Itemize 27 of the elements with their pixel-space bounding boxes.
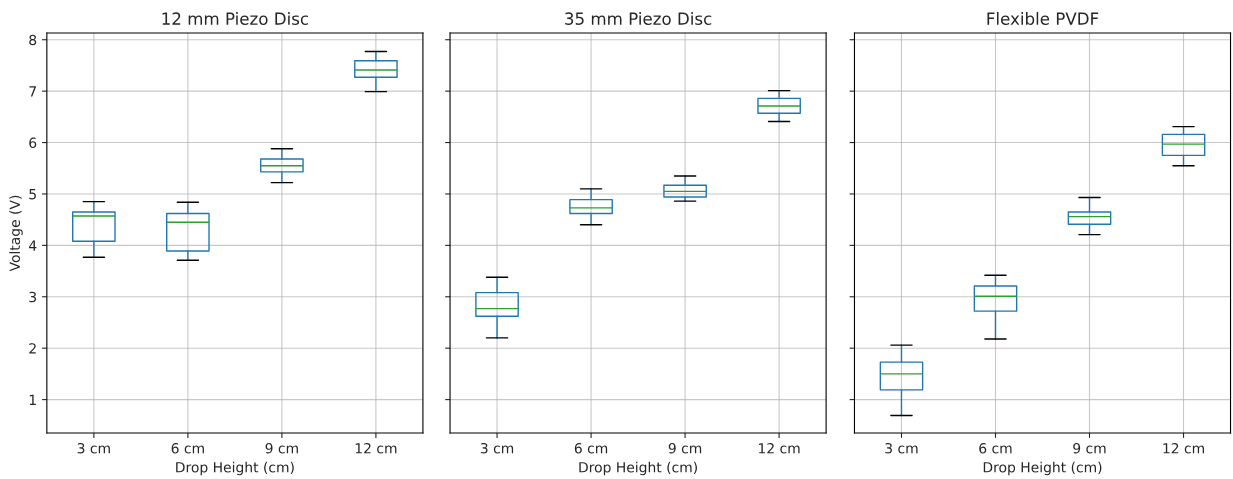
y-tick-label: 5 [29, 189, 36, 200]
x-axis-title: Drop Height (cm) [176, 461, 294, 476]
chart-title: 35 mm Piezo Disc [565, 12, 712, 25]
x-tick-label: 6 cm [979, 442, 1012, 454]
x-tick-label: 12 cm [1163, 442, 1204, 454]
x-tick-label: 3 cm [885, 442, 918, 454]
x-tick-label: 9 cm [1073, 442, 1106, 454]
y-tick-label: 2 [29, 343, 36, 354]
y-tick-label: 4 [28, 240, 37, 251]
x-tick-label: 9 cm [668, 442, 702, 454]
x-tick-label: 3 cm [77, 442, 110, 454]
chart-title: Flexible PVDF [987, 12, 1099, 25]
y-tick-label: 1 [29, 394, 36, 405]
y-tick-label: 3 [29, 291, 37, 303]
x-axis-title: Drop Height (cm) [579, 461, 697, 476]
x-tick-label: 12 cm [355, 442, 397, 454]
x-tick-label: 6 cm [171, 442, 204, 454]
y-axis-title: Voltage (V) [9, 195, 23, 272]
x-tick-label: 12 cm [759, 442, 800, 454]
chart-title: 12 mm Piezo Disc [162, 12, 309, 25]
y-tick-label: 8 [29, 34, 37, 46]
x-tick-label: 3 cm [480, 442, 514, 454]
x-tick-label: 9 cm [265, 442, 298, 454]
y-tick-label: 7 [29, 86, 36, 97]
x-tick-label: 6 cm [574, 442, 608, 454]
y-tick-label: 6 [29, 137, 37, 149]
x-axis-title: Drop Height (cm) [983, 461, 1102, 476]
